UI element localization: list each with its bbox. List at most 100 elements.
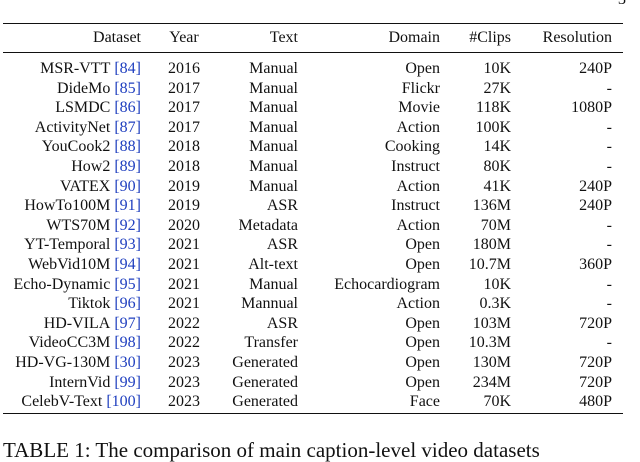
dataset-cell: YouCook2 [88]	[0, 138, 141, 156]
citation: [86]	[114, 99, 141, 117]
table-cell: 2023	[168, 354, 200, 371]
dataset-cell: DideMo [85]	[0, 80, 141, 98]
table-cell: 234M	[472, 373, 511, 391]
dataset-cell: HowTo100M [91]	[0, 197, 141, 215]
header-cell: Domain	[388, 29, 440, 46]
dataset-cell: How2 [89]	[0, 158, 141, 176]
dataset-cell: MSR-VTT [84]	[0, 60, 141, 78]
dataset-name: VATEX	[59, 177, 111, 195]
table-cell: 1080P	[571, 99, 612, 117]
table-cell: 103M	[472, 314, 511, 332]
table-cell: 2023	[168, 393, 200, 411]
dataset-name: MSR-VTT	[40, 60, 111, 77]
table-cell: 0.3K	[479, 295, 511, 313]
table-cell: Open	[405, 256, 440, 273]
table-cell: ASR	[266, 236, 298, 254]
citation: [93]	[114, 236, 141, 254]
table-cell: Open	[405, 60, 440, 77]
table-cell: Manual	[249, 79, 298, 97]
dataset-name: YT-Temporal	[24, 236, 111, 254]
table-cell: Action	[396, 295, 440, 313]
dataset-name: YouCook2	[41, 138, 111, 156]
table-cell: Manual	[249, 99, 298, 117]
table-cell: 2021	[168, 295, 200, 313]
table-cell: 240P	[579, 177, 612, 195]
table-cell: -	[606, 216, 612, 234]
dataset-name: VideoCC3M	[28, 334, 111, 352]
table-cell: Generated	[232, 373, 298, 391]
dataset-name: Echo-Dynamic	[13, 275, 111, 293]
table-cell: ASR	[266, 197, 298, 215]
dataset-cell: HD-VILA [97]	[0, 315, 141, 333]
dataset-name: HD-VG-130M	[15, 354, 111, 371]
table-cell: Echocardiogram	[334, 275, 440, 293]
dataset-name: HD-VILA	[43, 314, 111, 332]
dataset-name: How2	[71, 158, 111, 175]
table-cell: 100K	[475, 118, 511, 136]
table-cell: 2022	[168, 334, 200, 352]
dataset-cell: VideoCC3M [98]	[0, 334, 141, 352]
header-cell: Year	[169, 29, 199, 46]
table-cell: 41K	[483, 177, 511, 195]
table-cell: 180M	[472, 236, 511, 254]
table-cell: Action	[396, 118, 440, 136]
table-cell: 2017	[168, 99, 200, 117]
table-cell: -	[606, 334, 612, 352]
citation: [99]	[114, 373, 141, 391]
table-cell: 2021	[168, 236, 200, 254]
table-cell: Manual	[249, 158, 298, 175]
table-cell: 720P	[579, 314, 612, 332]
table-cell: 2020	[168, 216, 200, 234]
dataset-cell: YT-Temporal [93]	[0, 236, 141, 254]
dataset-cell: Tiktok [96]	[0, 295, 141, 313]
table-cell: Flickr	[401, 79, 440, 97]
table-cell: 10K	[483, 60, 511, 77]
dataset-cell: InternVid [99]	[0, 374, 141, 392]
citation: [89]	[114, 158, 141, 175]
citation: [95]	[114, 275, 141, 293]
citation: [98]	[114, 334, 141, 352]
dataset-cell: Echo-Dynamic [95]	[0, 276, 141, 294]
table-cell: 10.7M	[468, 256, 511, 273]
citation: [30]	[114, 354, 141, 371]
dataset-name: WTS70M	[46, 216, 111, 234]
table-cell: 14K	[483, 138, 511, 156]
dataset-name: ActivityNet	[34, 118, 111, 136]
dataset-cell: WebVid10M [94]	[0, 256, 141, 274]
page-number: 3	[618, 0, 626, 9]
table-cell: Alt-text	[248, 256, 298, 273]
dataset-cell: ActivityNet [87]	[0, 119, 141, 137]
table-cell: Generated	[232, 393, 298, 411]
bottom-rule	[3, 413, 623, 415]
table-cell: 720P	[579, 373, 612, 391]
table-cell: 2021	[168, 275, 200, 293]
table-cell: Generated	[232, 354, 298, 371]
table-cell: ASR	[266, 314, 298, 332]
header-cell: Text	[269, 29, 298, 46]
table-cell: 2019	[168, 177, 200, 195]
citation: [91]	[114, 197, 141, 215]
header-cell: Dataset	[93, 29, 141, 46]
table-cell: Action	[396, 216, 440, 234]
table-cell: 2017	[168, 118, 200, 136]
dataset-name: WebVid10M	[28, 256, 111, 273]
table-cell: 2018	[168, 138, 200, 156]
table-cell: 80K	[483, 158, 511, 175]
table-cell: Manual	[249, 118, 298, 136]
table-cell: Action	[396, 177, 440, 195]
table-cell: 240P	[579, 197, 612, 215]
dataset-cell: LSMDC [86]	[0, 99, 141, 117]
table-cell: 2018	[168, 158, 200, 175]
table-cell: Open	[405, 354, 440, 371]
table-cell: 2016	[168, 60, 200, 77]
table-cell: Manual	[249, 275, 298, 293]
table-cell: 720P	[579, 354, 612, 371]
table-cell: -	[606, 295, 612, 313]
header-cell: #Clips	[469, 29, 511, 46]
table-cell: 70M	[480, 216, 511, 234]
dataset-name: InternVid	[49, 373, 111, 391]
table-cell: 2022	[168, 314, 200, 332]
table-cell: Instruct	[391, 197, 440, 215]
table-cell: Open	[405, 314, 440, 332]
citation: [92]	[114, 216, 141, 234]
